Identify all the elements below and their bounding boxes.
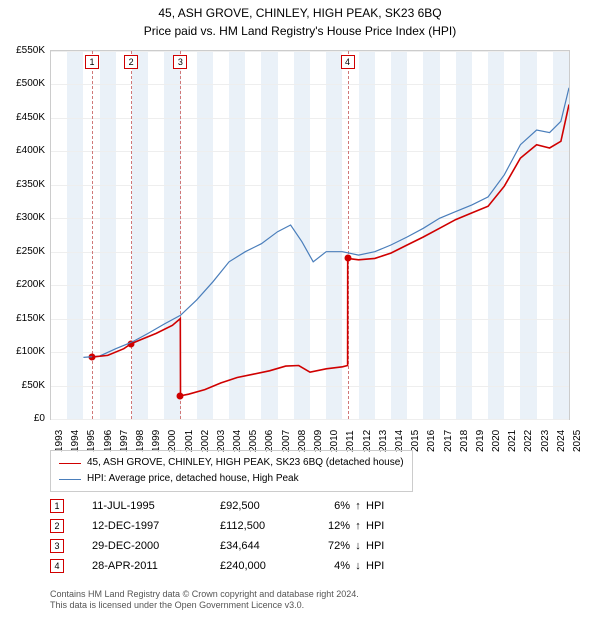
x-axis-label: 2010 [329, 430, 340, 452]
legend-item-hpi: HPI: Average price, detached house, High… [59, 471, 404, 487]
x-axis-label: 2002 [200, 430, 211, 452]
y-axis-label: £50K [0, 380, 45, 391]
tx-arrow-icon: ↑ [350, 520, 366, 532]
tx-date: 11-JUL-1995 [92, 500, 220, 512]
x-axis-label: 2011 [345, 430, 356, 452]
x-axis-label: 2009 [313, 430, 324, 452]
tx-price: £240,000 [220, 560, 310, 572]
legend-item-property: 45, ASH GROVE, CHINLEY, HIGH PEAK, SK23 … [59, 455, 404, 471]
x-axis-label: 2025 [572, 430, 583, 452]
x-axis-label: 2012 [362, 430, 373, 452]
x-axis-label: 2016 [426, 430, 437, 452]
transactions-table: 111-JUL-1995£92,5006%↑HPI212-DEC-1997£11… [50, 496, 396, 576]
tx-pct: 4% [310, 560, 350, 572]
y-axis-label: £300K [0, 212, 45, 223]
chart-subtitle: Price paid vs. HM Land Registry's House … [0, 22, 600, 38]
footer: Contains HM Land Registry data © Crown c… [50, 589, 359, 612]
x-axis-label: 1996 [103, 430, 114, 452]
tx-num: 1 [50, 499, 64, 513]
tx-hpi-label: HPI [366, 520, 396, 532]
y-axis-label: £550K [0, 45, 45, 56]
y-axis-label: £450K [0, 112, 45, 123]
footer-line-1: Contains HM Land Registry data © Crown c… [50, 589, 359, 601]
tx-date: 12-DEC-1997 [92, 520, 220, 532]
tx-pct: 12% [310, 520, 350, 532]
tx-price: £92,500 [220, 500, 310, 512]
tx-num: 3 [50, 539, 64, 553]
x-axis-label: 2005 [248, 430, 259, 452]
gridline [51, 419, 569, 420]
series-property [51, 51, 569, 419]
tx-num: 2 [50, 519, 64, 533]
y-axis-label: £0 [0, 413, 45, 424]
x-axis-label: 2020 [491, 430, 502, 452]
x-axis-label: 2007 [281, 430, 292, 452]
chart-container: { "title_line1": "45, ASH GROVE, CHINLEY… [0, 0, 600, 620]
y-axis-label: £350K [0, 179, 45, 190]
tx-arrow-icon: ↓ [350, 560, 366, 572]
x-axis-label: 2004 [232, 430, 243, 452]
tx-arrow-icon: ↑ [350, 500, 366, 512]
x-axis-label: 2017 [443, 430, 454, 452]
transaction-row: 4 28-APR-2011£240,0004%↓HPI [50, 556, 396, 576]
tx-date: 29-DEC-2000 [92, 540, 220, 552]
chart-plot-area: £0£50K£100K£150K£200K£250K£300K£350K£400… [50, 50, 570, 420]
tx-pct: 6% [310, 500, 350, 512]
x-axis-label: 2019 [475, 430, 486, 452]
x-axis-label: 2000 [167, 430, 178, 452]
x-axis-label: 1993 [54, 430, 65, 452]
x-axis-label: 2015 [410, 430, 421, 452]
x-axis-label: 1999 [151, 430, 162, 452]
legend-label-hpi: HPI: Average price, detached house, High… [87, 471, 299, 487]
x-axis-label: 2014 [394, 430, 405, 452]
tx-num: 4 [50, 559, 64, 573]
x-axis-label: 2021 [507, 430, 518, 452]
x-axis-label: 1998 [135, 430, 146, 452]
x-axis-label: 2006 [264, 430, 275, 452]
tx-price: £34,644 [220, 540, 310, 552]
chart-title: 45, ASH GROVE, CHINLEY, HIGH PEAK, SK23 … [0, 0, 600, 22]
x-axis-label: 2022 [523, 430, 534, 452]
x-axis-label: 1994 [70, 430, 81, 452]
y-axis-label: £150K [0, 313, 45, 324]
y-axis-label: £100K [0, 346, 45, 357]
legend: 45, ASH GROVE, CHINLEY, HIGH PEAK, SK23 … [50, 450, 413, 492]
x-axis-label: 2003 [216, 430, 227, 452]
tx-hpi-label: HPI [366, 540, 396, 552]
x-axis-label: 1995 [86, 430, 97, 452]
x-axis-label: 1997 [119, 430, 130, 452]
tx-pct: 72% [310, 540, 350, 552]
x-axis-label: 2024 [556, 430, 567, 452]
tx-date: 28-APR-2011 [92, 560, 220, 572]
tx-hpi-label: HPI [366, 500, 396, 512]
x-axis-label: 2018 [459, 430, 470, 452]
x-axis-label: 2001 [184, 430, 195, 452]
x-axis-label: 2013 [378, 430, 389, 452]
x-axis-label: 2023 [540, 430, 551, 452]
tx-arrow-icon: ↓ [350, 540, 366, 552]
transaction-row: 3 29-DEC-2000£34,64472%↓HPI [50, 536, 396, 556]
transaction-row: 2 12-DEC-1997£112,50012%↑HPI [50, 516, 396, 536]
y-axis-label: £400K [0, 145, 45, 156]
tx-price: £112,500 [220, 520, 310, 532]
y-axis-label: £500K [0, 78, 45, 89]
y-axis-label: £200K [0, 279, 45, 290]
transaction-row: 1 11-JUL-1995£92,5006%↑HPI [50, 496, 396, 516]
legend-label-property: 45, ASH GROVE, CHINLEY, HIGH PEAK, SK23 … [87, 455, 404, 471]
x-axis-label: 2008 [297, 430, 308, 452]
y-axis-label: £250K [0, 246, 45, 257]
footer-line-2: This data is licensed under the Open Gov… [50, 600, 359, 612]
tx-hpi-label: HPI [366, 560, 396, 572]
